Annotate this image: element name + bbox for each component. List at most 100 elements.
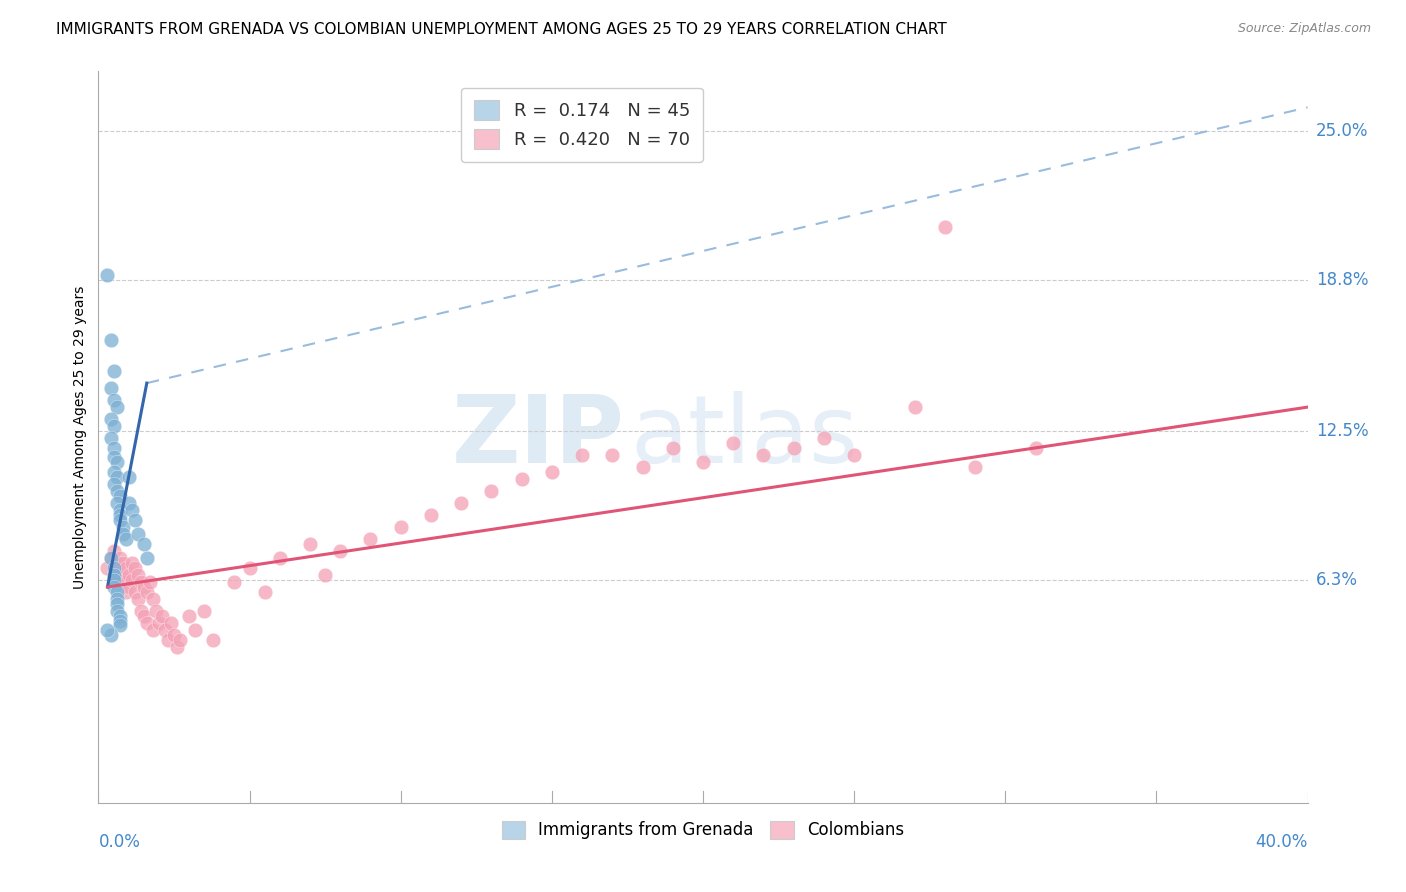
Point bbox=[105, 400, 128, 414]
Point bbox=[965, 460, 987, 475]
Point bbox=[253, 584, 276, 599]
Point bbox=[160, 615, 183, 630]
Point bbox=[145, 604, 167, 618]
Point bbox=[100, 551, 122, 566]
Point bbox=[108, 489, 131, 503]
Point bbox=[111, 573, 134, 587]
Point bbox=[105, 496, 128, 510]
Point bbox=[105, 604, 128, 618]
Point bbox=[114, 584, 136, 599]
Point bbox=[224, 575, 246, 590]
Point bbox=[103, 364, 125, 378]
Point bbox=[844, 448, 866, 462]
Point bbox=[111, 556, 134, 570]
Point bbox=[127, 591, 149, 606]
Point bbox=[132, 608, 155, 623]
Point bbox=[96, 561, 118, 575]
Point bbox=[156, 632, 179, 647]
Point bbox=[723, 436, 745, 450]
Point bbox=[108, 568, 131, 582]
Point bbox=[184, 623, 207, 637]
Point bbox=[1024, 441, 1046, 455]
Point bbox=[132, 580, 155, 594]
Point bbox=[329, 544, 352, 558]
Point bbox=[142, 591, 165, 606]
Point bbox=[103, 568, 125, 582]
Point bbox=[631, 460, 654, 475]
Point bbox=[510, 472, 533, 486]
Point bbox=[100, 381, 122, 395]
Point bbox=[100, 431, 122, 445]
Text: 40.0%: 40.0% bbox=[1256, 833, 1308, 851]
Point bbox=[111, 527, 134, 541]
Point bbox=[783, 441, 806, 455]
Point bbox=[111, 520, 134, 534]
Point bbox=[114, 561, 136, 575]
Point bbox=[314, 568, 336, 582]
Text: Source: ZipAtlas.com: Source: ZipAtlas.com bbox=[1237, 22, 1371, 36]
Point bbox=[96, 623, 118, 637]
Point bbox=[105, 455, 128, 469]
Point bbox=[103, 450, 125, 465]
Point bbox=[100, 628, 122, 642]
Point bbox=[108, 551, 131, 566]
Point bbox=[692, 455, 714, 469]
Point bbox=[103, 580, 125, 594]
Point bbox=[135, 615, 157, 630]
Text: IMMIGRANTS FROM GRENADA VS COLOMBIAN UNEMPLOYMENT AMONG AGES 25 TO 29 YEARS CORR: IMMIGRANTS FROM GRENADA VS COLOMBIAN UNE… bbox=[56, 22, 948, 37]
Point bbox=[103, 561, 125, 575]
Point bbox=[132, 537, 155, 551]
Text: 18.8%: 18.8% bbox=[1316, 271, 1368, 289]
Point bbox=[105, 469, 128, 483]
Point bbox=[150, 608, 173, 623]
Point bbox=[118, 496, 141, 510]
Point bbox=[813, 431, 835, 445]
Text: 12.5%: 12.5% bbox=[1316, 422, 1368, 440]
Point bbox=[299, 537, 322, 551]
Point bbox=[108, 608, 131, 623]
Point bbox=[163, 628, 186, 642]
Point bbox=[103, 441, 125, 455]
Point bbox=[118, 568, 141, 582]
Point bbox=[127, 568, 149, 582]
Point bbox=[118, 580, 141, 594]
Point bbox=[148, 615, 170, 630]
Point bbox=[114, 532, 136, 546]
Point bbox=[103, 573, 125, 587]
Point bbox=[108, 508, 131, 522]
Point bbox=[129, 575, 152, 590]
Point bbox=[269, 551, 291, 566]
Point bbox=[139, 575, 162, 590]
Point bbox=[202, 632, 225, 647]
Point bbox=[105, 483, 128, 498]
Y-axis label: Unemployment Among Ages 25 to 29 years: Unemployment Among Ages 25 to 29 years bbox=[73, 285, 87, 589]
Point bbox=[127, 527, 149, 541]
Point bbox=[934, 220, 956, 235]
Point bbox=[105, 556, 128, 570]
Point bbox=[135, 551, 157, 566]
Point bbox=[135, 584, 157, 599]
Point bbox=[193, 604, 215, 618]
Point bbox=[100, 412, 122, 426]
Point bbox=[450, 496, 472, 510]
Point bbox=[142, 623, 165, 637]
Point bbox=[100, 551, 122, 566]
Point bbox=[121, 503, 143, 517]
Point bbox=[105, 561, 128, 575]
Point bbox=[124, 561, 146, 575]
Text: 6.3%: 6.3% bbox=[1316, 571, 1358, 589]
Legend: Immigrants from Grenada, Colombians: Immigrants from Grenada, Colombians bbox=[492, 811, 914, 849]
Text: ZIP: ZIP bbox=[451, 391, 624, 483]
Point bbox=[481, 483, 503, 498]
Point bbox=[602, 448, 624, 462]
Point bbox=[103, 392, 125, 407]
Point bbox=[360, 532, 382, 546]
Point bbox=[103, 568, 125, 582]
Point bbox=[124, 513, 146, 527]
Point bbox=[389, 520, 412, 534]
Point bbox=[105, 584, 128, 599]
Point bbox=[153, 623, 176, 637]
Point bbox=[108, 513, 131, 527]
Point bbox=[103, 544, 125, 558]
Point bbox=[118, 469, 141, 483]
